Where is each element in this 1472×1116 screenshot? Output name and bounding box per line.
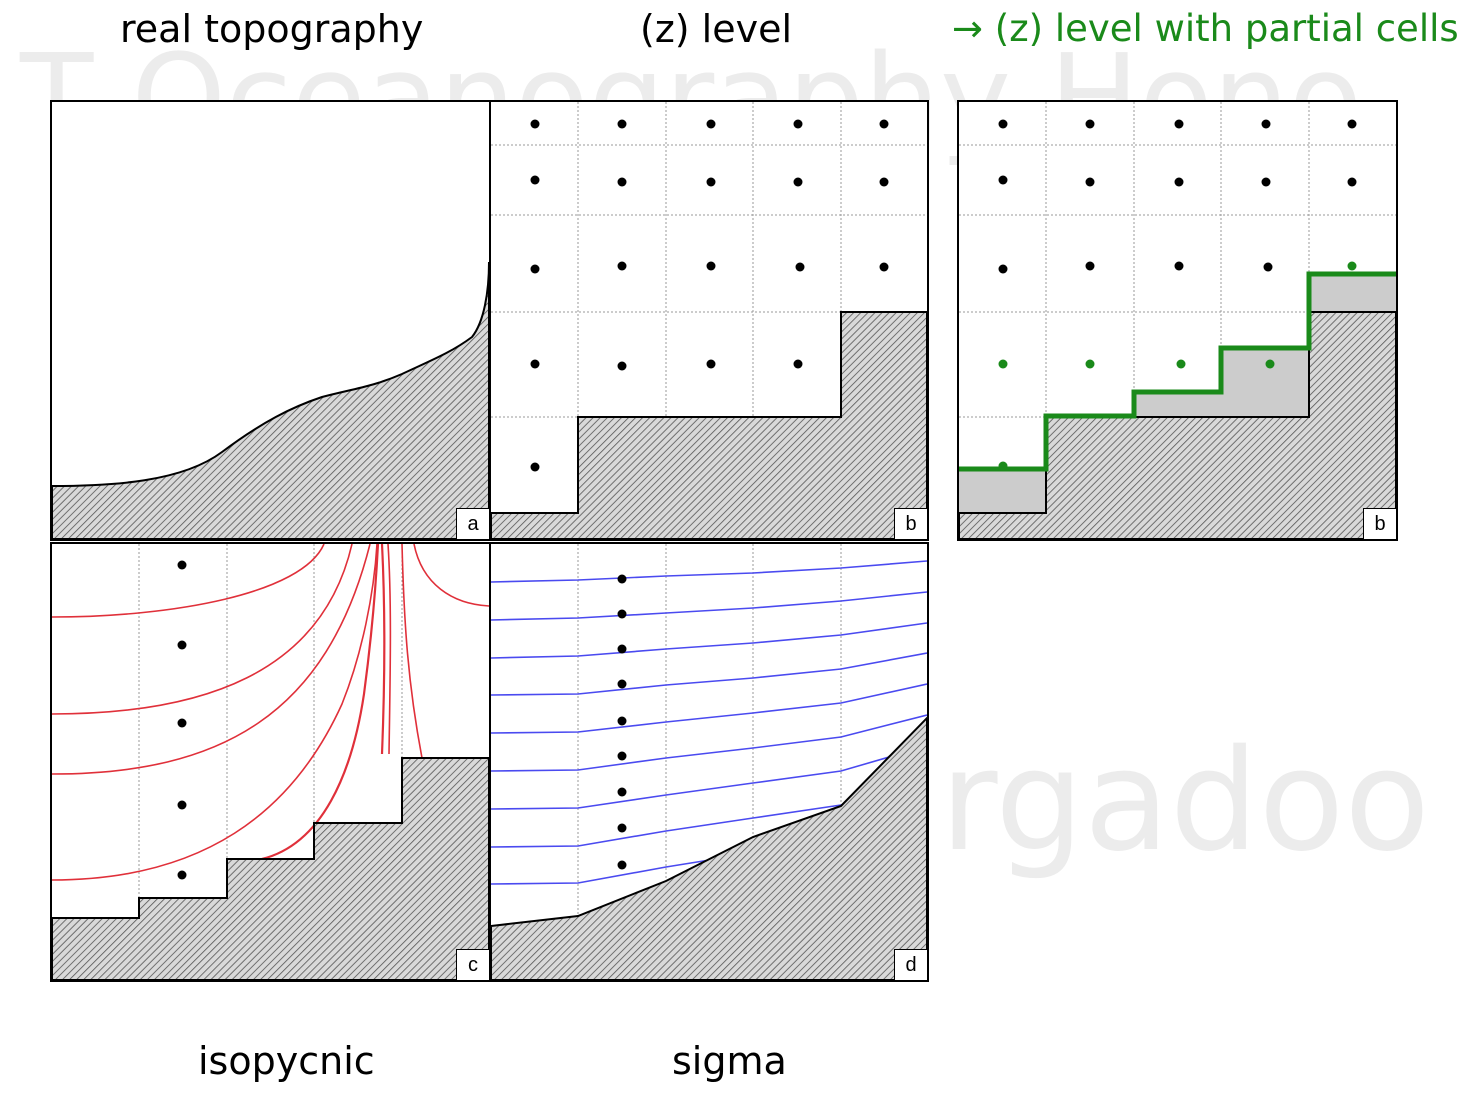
panel-isopycnic: c (50, 542, 491, 982)
stepped-topography (491, 312, 927, 539)
heading-z-level-partial: → (z) level with partial cells (952, 10, 1459, 47)
panel-label-b: b (894, 508, 927, 539)
seafloor-topography (52, 262, 489, 539)
z-level-diagram (491, 102, 927, 539)
arrow-right-icon: → (952, 7, 983, 50)
isopycnic-diagram (52, 544, 489, 980)
panel-label-d: d (894, 949, 927, 980)
heading-z-level: (z) level (640, 10, 792, 48)
panel-label-a: a (456, 508, 489, 539)
heading-real-topography: real topography (120, 10, 423, 48)
panel-z-level-partial-cells: b (957, 100, 1398, 541)
panel-z-level: b (489, 100, 929, 541)
stepped-topography (52, 758, 489, 980)
panel-real-topography: a (50, 100, 491, 541)
sigma-points (618, 575, 627, 870)
real-topography-diagram (52, 102, 489, 539)
sigma-diagram (491, 544, 927, 980)
panel-sigma: d (489, 542, 929, 982)
z-level-partial-cells-diagram (959, 102, 1396, 539)
heading-isopycnic: isopycnic (198, 1042, 375, 1080)
heading-sigma: sigma (672, 1042, 787, 1080)
panel-label-c: c (456, 949, 489, 980)
watermark-bottom: rgadoo (940, 720, 1430, 883)
sloped-topography (491, 718, 927, 980)
heading-z-level-partial-text: (z) level with partial cells (995, 7, 1459, 50)
grid-points (999, 120, 1357, 274)
panel-label-b-partial: b (1363, 508, 1396, 539)
